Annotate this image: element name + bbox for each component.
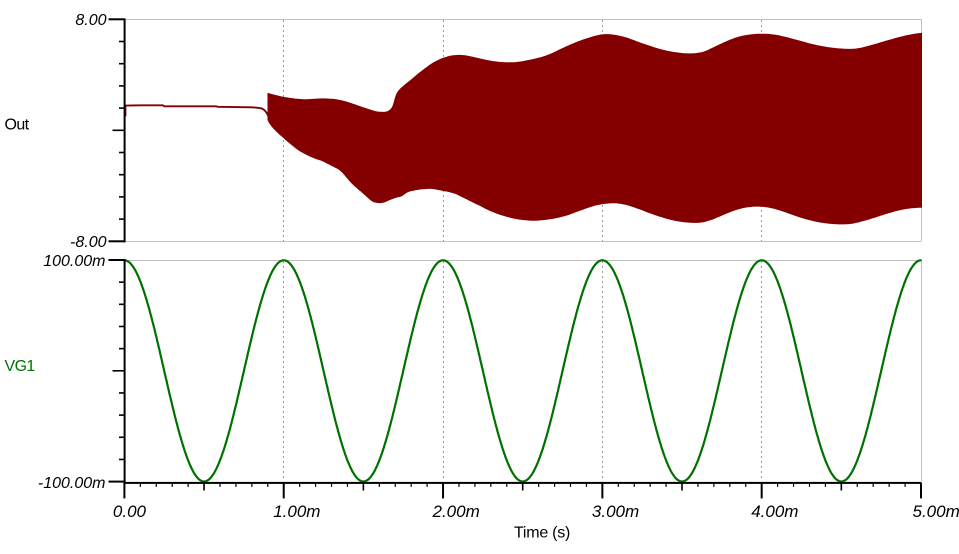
svg-text:4.00m: 4.00m [751,502,798,521]
svg-text:8.00: 8.00 [75,12,106,29]
svg-text:5.00m: 5.00m [913,502,959,521]
svg-text:3.00m: 3.00m [592,502,639,521]
svg-text:-100.00m: -100.00m [38,475,106,492]
svg-text:1.00m: 1.00m [273,502,320,521]
svg-text:0.00: 0.00 [113,502,147,521]
svg-text:Time (s): Time (s) [514,525,570,542]
svg-text:100.00m: 100.00m [43,253,105,270]
svg-text:VG1: VG1 [5,358,36,375]
svg-text:-8.00: -8.00 [70,234,107,251]
svg-text:Out: Out [5,117,30,134]
svg-text:2.00m: 2.00m [432,502,480,521]
